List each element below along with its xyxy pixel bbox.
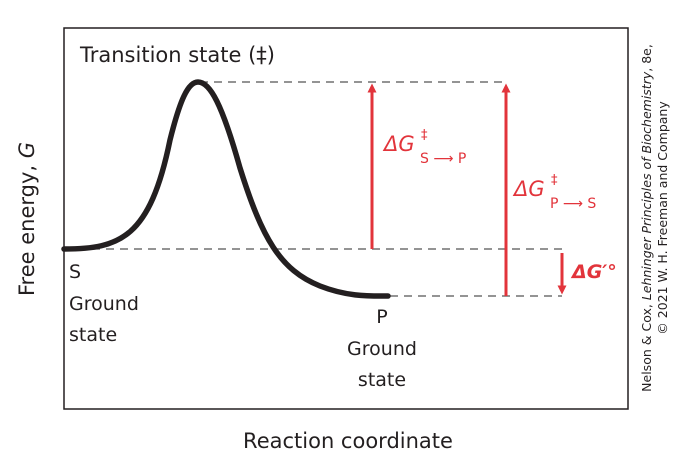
x-axis-label: Reaction coordinate: [243, 429, 453, 453]
plot-frame: [63, 27, 629, 410]
p-ground-label: Ground: [347, 338, 417, 360]
credit-line-1: Nelson & Cox, Lehninger Principles of Bi…: [639, 44, 654, 392]
delta-g-ps-dagger: ‡: [551, 173, 558, 188]
s-label: S: [69, 261, 81, 283]
s-ground-label: Ground: [69, 293, 139, 315]
p-state-label: state: [358, 369, 406, 391]
s-state-label: state: [69, 324, 117, 346]
delta-g-sp-dagger: ‡: [421, 128, 428, 143]
energy-curve: [61, 79, 391, 299]
delta-g-ps-label: ΔG: [512, 177, 545, 201]
transition-state-label: Transition state (‡): [79, 43, 275, 67]
credit-line-2: © 2021 W. H. Freeman and Company: [655, 101, 670, 335]
delta-g-ps-subscript: P ⟶ S: [550, 196, 596, 212]
y-axis-label: Free energy, G: [15, 142, 39, 296]
delta-g0-label: ΔG′°: [570, 261, 617, 283]
delta-g-sp-label: ΔG: [382, 132, 415, 156]
delta-g-sp-subscript: S ⟶ P: [420, 151, 466, 167]
p-label: P: [376, 306, 387, 328]
